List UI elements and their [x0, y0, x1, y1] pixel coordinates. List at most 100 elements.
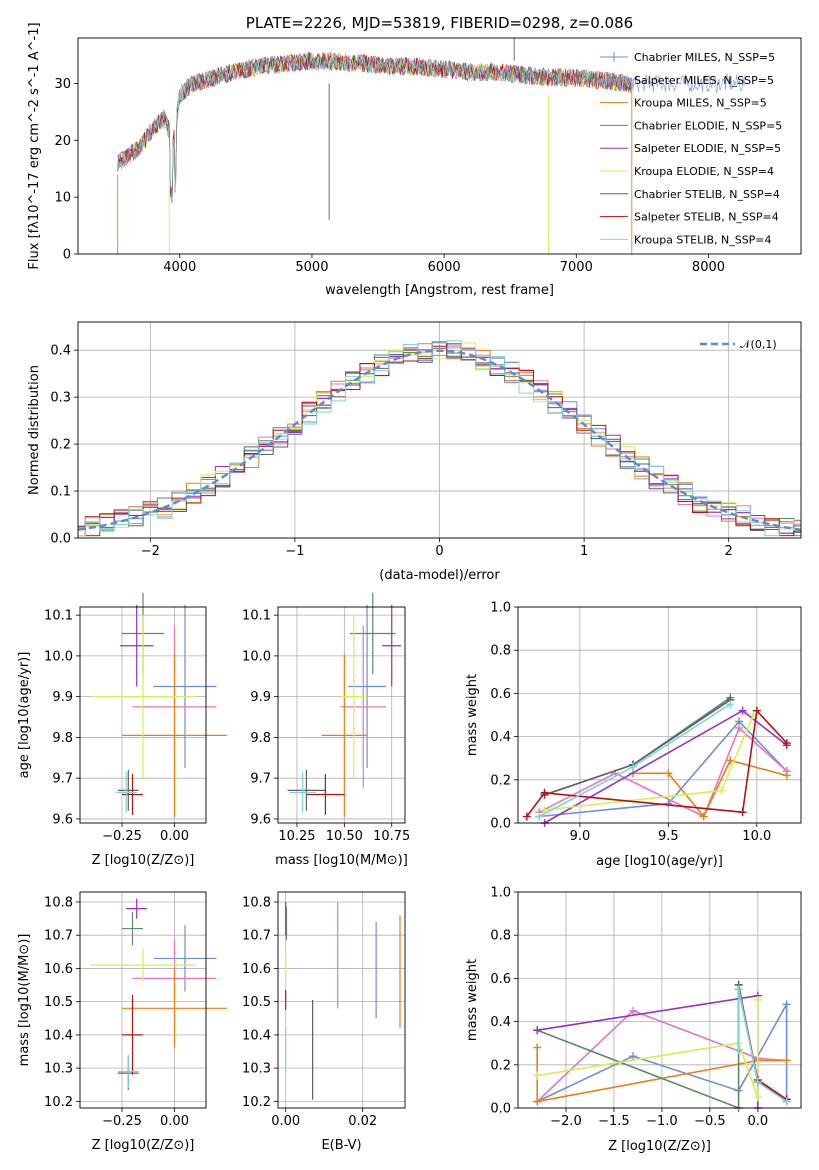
y-tick-label: 10.6 — [242, 962, 271, 977]
axes-frame — [79, 606, 207, 824]
data-point-marker — [734, 1045, 743, 1054]
mass-weight-line — [537, 1000, 759, 1098]
panel: −2 −1 0 1 2 0.0 0.1 0.2 0.3 0.4 (data-model)/error… — [27, 321, 802, 583]
chart-title: PLATE=2226, MJD=53819, FIBERID=0298, z=0… — [246, 14, 633, 32]
x-tick-label: 5000 — [295, 260, 328, 275]
y-tick-label: 0.6 — [490, 972, 511, 987]
panel: −0.25 0.00 10.2 10.3 10.4 10.5 10.6 10.7 10.8 Z [… — [17, 891, 227, 1153]
panel: 4000 5000 6000 7000 8000 0 10 20 30 PLATE=2226, M… — [27, 14, 802, 298]
y-tick-label: 0.1 — [50, 485, 71, 500]
x-tick-label: −0.5 — [694, 1114, 726, 1129]
y-tick-label: 0.4 — [50, 344, 71, 359]
x-tick-label: −1.5 — [598, 1114, 630, 1129]
y-tick-label: 20 — [54, 134, 71, 149]
histogram-step — [78, 343, 801, 537]
axes-frame — [517, 606, 802, 824]
x-tick-label: 9.0 — [570, 829, 591, 844]
data-point-marker — [522, 812, 531, 821]
data-point-marker — [752, 706, 761, 715]
y-tick-label: 10.2 — [242, 1095, 271, 1110]
panel: 10.25 10.50 10.75 9.6 9.7 9.8 9.9 10.0 10.1 mass … — [242, 592, 410, 868]
data-point-marker — [753, 1078, 762, 1087]
y-tick-label: 0.6 — [490, 687, 511, 702]
x-tick-label: 4000 — [163, 260, 196, 275]
x-axis-label: wavelength [Angstrom, rest frame] — [325, 283, 554, 298]
data-point-marker — [738, 808, 747, 817]
y-axis-label: Normed distribution — [27, 365, 42, 495]
y-axis-label: mass [log10(M/M⊙)] — [17, 934, 32, 1067]
x-tick-label: 10.25 — [278, 829, 315, 844]
legend-entry: Salpeter MILES, N_SSP=5 — [634, 74, 774, 87]
y-tick-label: 10.6 — [44, 962, 73, 977]
y-tick-label: 9.9 — [250, 690, 271, 705]
y-axis-label: age [log10(age/yr)] — [17, 652, 32, 779]
panel: 9.0 9.5 10.0 0.0 0.2 0.4 0.6 0.8 1.0 age [log10(a… — [465, 601, 802, 869]
y-tick-label: 10.2 — [44, 1095, 73, 1110]
histograms — [78, 340, 801, 537]
x-axis-label: mass [log10(M/M⊙)] — [275, 853, 408, 868]
data-point-marker — [533, 1071, 542, 1080]
y-tick-label: 1.0 — [490, 886, 511, 901]
x-tick-label: 7000 — [560, 260, 593, 275]
y-tick-label: 0.4 — [490, 1015, 511, 1030]
x-tick-label: 2 — [725, 544, 733, 559]
y-tick-label: 0 — [63, 248, 71, 263]
data-point-marker — [533, 1097, 542, 1106]
y-tick-label: 10.7 — [242, 929, 271, 944]
mass-weight-line — [737, 989, 788, 1103]
x-tick-label: 8000 — [692, 260, 725, 275]
x-axis-label: Z [log10(Z/Z⊙)] — [92, 853, 195, 868]
y-tick-label: 10.5 — [242, 995, 271, 1010]
axes-frame — [77, 321, 802, 539]
spectrum-line — [117, 53, 632, 204]
data-point-marker — [664, 799, 673, 808]
x-tick-label: 1 — [580, 544, 588, 559]
mass-weight-line — [737, 989, 788, 1101]
data-point-marker — [782, 771, 791, 780]
x-tick-label: 6000 — [428, 260, 461, 275]
x-tick-label: −1 — [285, 544, 304, 559]
x-tick-label: 0.0 — [747, 1114, 768, 1129]
panel: −2.0 −1.5 −1.0 −0.5 0.0 0.0 0.2 0.4 0.6 0.8 1.0 Z [… — [465, 886, 802, 1154]
y-axis-label: mass weight — [465, 959, 480, 1041]
mass-weight-line — [633, 759, 788, 818]
mass-weight-line — [537, 994, 759, 1108]
data-point-marker — [629, 1052, 638, 1061]
y-tick-label: 9.8 — [250, 731, 271, 746]
y-tick-label: 0.0 — [490, 1102, 511, 1117]
panel: 0.00 0.02 10.2 10.3 10.4 10.5 10.6 10.7 10.8 E(B-… — [242, 891, 406, 1153]
x-axis-label: Z [log10(Z/Z⊙)] — [608, 1139, 711, 1154]
data-point-marker — [738, 706, 747, 715]
x-tick-label: 10.0 — [742, 829, 771, 844]
y-tick-label: 0.2 — [50, 438, 71, 453]
mass-weight-line — [539, 720, 788, 818]
data-point-marker — [782, 1000, 791, 1009]
data-point-marker — [734, 985, 743, 994]
axes-frame — [277, 606, 406, 824]
x-tick-label: −0.25 — [102, 1114, 142, 1129]
y-tick-label: 9.9 — [52, 690, 73, 705]
mass-weight-line — [538, 726, 788, 818]
data-point-marker — [753, 996, 762, 1004]
y-tick-label: 1.0 — [490, 601, 511, 616]
data-point-marker — [782, 1056, 791, 1065]
y-axis-label: Flux [fλ10^-17 erg cm^-2 s^-1 A^-1] — [27, 22, 42, 269]
y-tick-label: 10.8 — [44, 895, 73, 910]
y-tick-label: 9.7 — [52, 772, 73, 787]
x-tick-label: −2.0 — [550, 1114, 582, 1129]
axes-frame — [517, 891, 802, 1109]
data-point-marker — [533, 1043, 542, 1052]
data-point-marker — [735, 723, 744, 732]
x-tick-label: 9.5 — [658, 829, 679, 844]
data-point-marker — [540, 806, 549, 815]
y-tick-label: 10.3 — [242, 1062, 271, 1077]
y-tick-label: 10.1 — [44, 609, 73, 624]
y-tick-label: 10.0 — [44, 649, 73, 664]
legend-entry: Salpeter ELODIE, N_SSP=5 — [634, 142, 781, 155]
y-tick-label: 0.0 — [490, 817, 511, 832]
axes-frame — [277, 891, 406, 1109]
mass-weight-line — [544, 699, 731, 796]
y-tick-label: 10.3 — [44, 1062, 73, 1077]
y-tick-label: 0.3 — [50, 391, 71, 406]
